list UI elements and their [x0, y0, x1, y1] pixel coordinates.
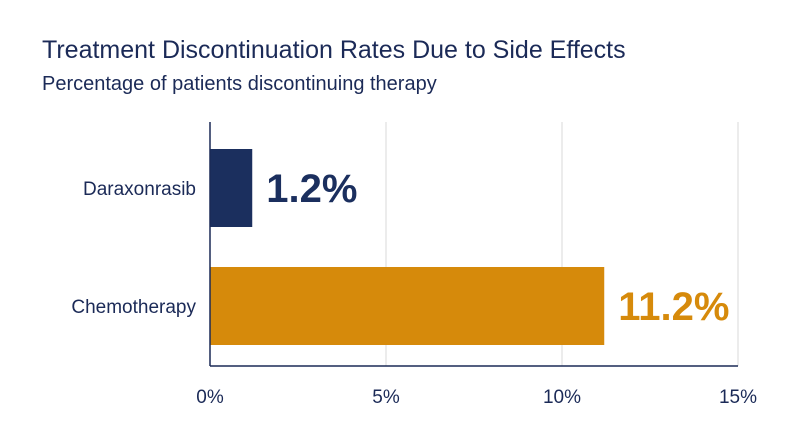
- category-label: Chemotherapy: [71, 297, 196, 318]
- category-label: Daraxonrasib: [83, 179, 196, 200]
- bar: [210, 267, 605, 345]
- category-labels: 1.2% Daraxonrasib 11.2% Chemotherapy: [71, 167, 729, 329]
- x-tick-label: 15%: [719, 387, 757, 408]
- x-tick-label: 10%: [543, 387, 581, 408]
- chart-title: Treatment Discontinuation Rates Due to S…: [42, 36, 626, 64]
- bar: [210, 149, 253, 227]
- bars: [210, 149, 605, 345]
- chart-subtitle: Percentage of patients discontinuing the…: [42, 73, 437, 95]
- x-tick-label: 5%: [372, 387, 400, 408]
- value-label: 11.2%: [618, 285, 729, 329]
- x-axis-ticks: 0% 5% 10% 15%: [196, 387, 757, 408]
- x-tick-label: 0%: [196, 387, 224, 408]
- value-label: 1.2%: [266, 167, 357, 211]
